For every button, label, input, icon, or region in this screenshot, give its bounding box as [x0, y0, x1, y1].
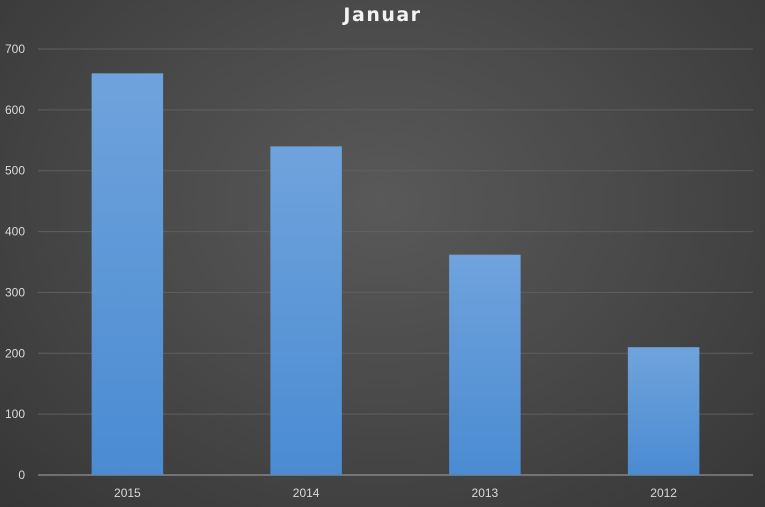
- y-tick-label: 500: [5, 164, 25, 178]
- y-tick-label: 300: [5, 285, 25, 299]
- x-tick-labels: 2015 2014 2013 2012: [114, 486, 677, 500]
- y-tick-label: 0: [18, 468, 25, 482]
- x-tick-label: 2013: [472, 486, 499, 500]
- bar-2015: [91, 73, 164, 475]
- y-tick-label: 600: [5, 103, 25, 117]
- bars: [91, 73, 700, 475]
- bar-2013: [449, 254, 521, 475]
- y-tick-labels: 0 100 200 300 400 500 600 700: [5, 42, 25, 482]
- y-tick-label: 400: [5, 225, 25, 239]
- x-tick-label: 2012: [650, 486, 677, 500]
- y-tick-label: 200: [5, 346, 25, 360]
- bar-2012: [627, 347, 700, 475]
- chart-title: Januar: [343, 4, 422, 26]
- x-tick-label: 2014: [293, 486, 320, 500]
- y-tick-label: 700: [5, 42, 25, 56]
- bar-2014: [270, 146, 342, 475]
- y-tick-label: 100: [5, 407, 25, 421]
- x-tick-label: 2015: [114, 486, 141, 500]
